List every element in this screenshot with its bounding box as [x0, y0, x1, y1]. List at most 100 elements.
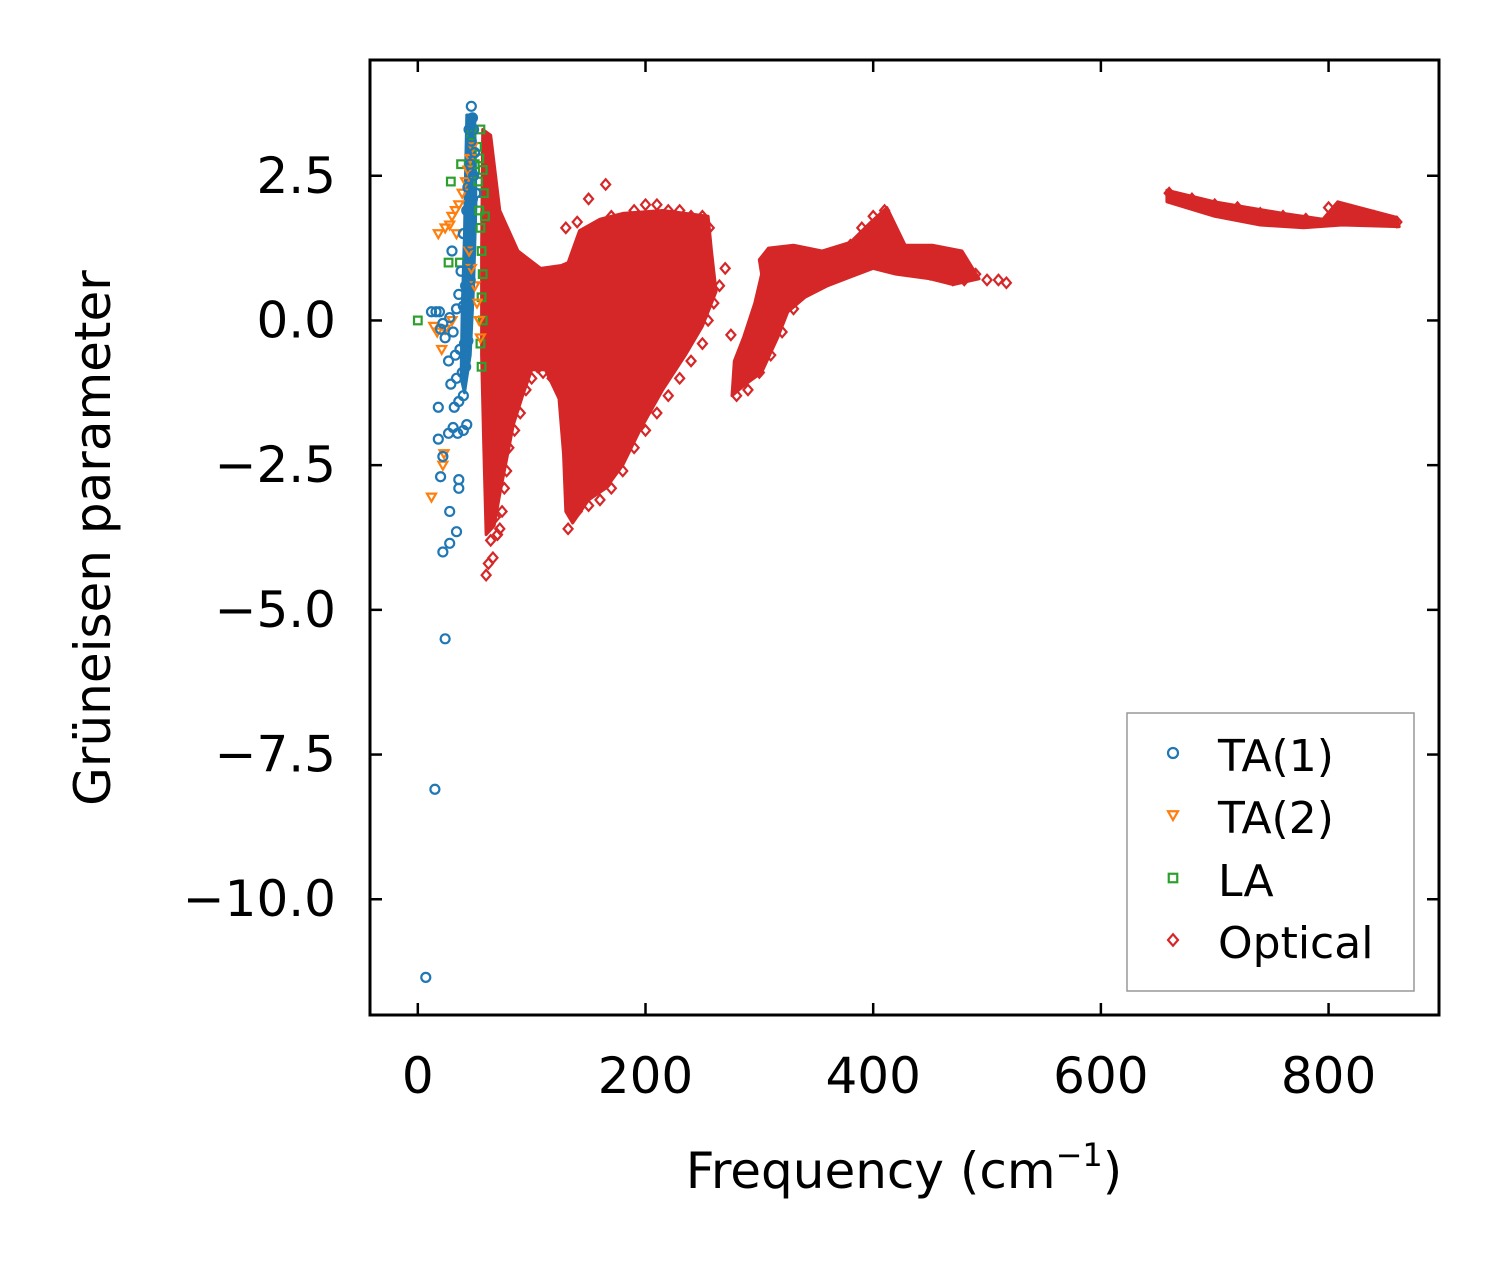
legend-label: TA(1) — [1217, 731, 1334, 782]
data-point-optical — [500, 464, 513, 478]
y-tick-label: 2.5 — [256, 147, 336, 205]
data-point-optical — [1254, 206, 1267, 221]
data-point-optical — [594, 493, 606, 507]
data-point-optical — [730, 388, 743, 403]
data-point-optical — [650, 406, 663, 420]
data-point-ta1 — [434, 471, 447, 483]
data-point-optical — [1163, 186, 1176, 200]
y-tick-label: −5.0 — [215, 581, 336, 639]
data-points-layer — [412, 100, 1403, 983]
data-point-ta1 — [470, 187, 482, 199]
y-tick-label: −10.0 — [183, 870, 336, 928]
data-point-ta1 — [464, 274, 476, 286]
data-point-ta2 — [425, 492, 438, 504]
data-point-optical — [685, 354, 697, 368]
data-point-ta1 — [461, 204, 473, 217]
data-point-optical — [844, 238, 857, 253]
data-point-ta1 — [461, 419, 473, 431]
x-axis-label: Frequency (cm−1) — [686, 1136, 1123, 1200]
dense-cluster — [730, 206, 981, 398]
data-point-la — [443, 257, 454, 268]
data-point-optical — [484, 533, 497, 548]
legend-marker — [1166, 810, 1180, 823]
data-point-optical — [1299, 212, 1312, 227]
data-point-ta1 — [467, 123, 480, 136]
data-point-la — [474, 205, 485, 216]
y-tick-label: 0.0 — [256, 291, 336, 349]
data-point-optical — [650, 197, 663, 212]
data-point-ta1 — [437, 317, 449, 329]
data-point-ta1 — [439, 332, 451, 344]
data-point-la — [475, 124, 486, 135]
x-axis-label-superscript: −1 — [1056, 1136, 1103, 1174]
data-point-ta1 — [463, 123, 475, 136]
data-point-optical — [912, 261, 925, 276]
data-point-la — [475, 222, 486, 233]
data-point-optical — [969, 267, 982, 282]
data-point-optical — [901, 255, 914, 270]
data-point-optical — [696, 336, 709, 351]
data-point-optical — [821, 261, 834, 276]
data-point-ta1 — [445, 378, 457, 390]
legend-marker — [1166, 746, 1180, 760]
data-point-ta2 — [445, 211, 459, 223]
data-point-ta1 — [447, 326, 459, 338]
data-point-ta1 — [446, 245, 458, 257]
data-point-optical — [696, 209, 709, 224]
data-point-optical — [1277, 209, 1289, 224]
legend-marker — [1166, 932, 1180, 948]
data-point-optical — [673, 203, 686, 218]
data-point-optical — [486, 550, 499, 565]
data-point-optical — [787, 302, 800, 316]
data-point-optical — [525, 371, 538, 386]
data-point-optical — [981, 273, 993, 287]
legend-label: LA — [1218, 856, 1274, 907]
data-point-ta2 — [438, 324, 452, 336]
data-point-optical — [702, 313, 715, 328]
data-point-ta2 — [448, 206, 462, 218]
data-point-optical — [605, 209, 618, 224]
data-point-optical — [798, 284, 811, 299]
data-point-optical — [867, 209, 880, 224]
plot-frame — [368, 58, 1441, 1017]
data-point-optical — [628, 203, 641, 218]
data-point-optical — [639, 197, 652, 212]
y-axis-label: Grüneisen parameter — [64, 270, 122, 806]
data-point-ta1 — [437, 546, 449, 558]
data-point-optical — [703, 220, 716, 235]
data-point-ta1 — [465, 135, 477, 147]
data-point-optical — [719, 261, 732, 276]
data-point-optical — [992, 273, 1005, 287]
data-point-ta1 — [465, 100, 477, 112]
data-point-ta1 — [444, 311, 456, 324]
data-point-la — [445, 176, 456, 187]
data-point-ta1 — [430, 306, 442, 318]
data-point-optical — [480, 568, 493, 582]
data-point-optical — [546, 371, 559, 386]
data-point-optical — [605, 481, 618, 496]
data-point-ta1 — [453, 474, 465, 486]
data-point-ta1 — [437, 450, 449, 463]
data-point-ta1 — [465, 216, 477, 228]
data-point-ta1 — [453, 288, 465, 301]
legend-label: Optical — [1218, 918, 1373, 969]
data-point-optical — [810, 273, 823, 287]
data-point-ta1 — [429, 783, 441, 795]
data-point-ta2 — [435, 344, 449, 357]
data-point-optical — [1231, 200, 1244, 215]
data-point-optical — [713, 278, 726, 293]
data-point-optical — [946, 273, 959, 287]
data-point-optical — [628, 440, 641, 455]
data-point-ta1 — [455, 265, 467, 277]
data-point-ta1 — [462, 297, 474, 309]
data-point-optical — [1345, 203, 1358, 218]
legend: TA(1) TA(2) LA Optical — [1126, 712, 1415, 992]
data-point-ta1 — [452, 427, 464, 439]
data-point-optical — [707, 296, 720, 310]
data-point-ta1 — [469, 147, 481, 159]
data-point-optical — [599, 177, 612, 192]
data-point-optical — [1390, 215, 1403, 229]
data-point-optical — [1368, 209, 1381, 224]
data-point-optical — [1185, 192, 1198, 206]
data-point-ta1 — [464, 239, 476, 251]
